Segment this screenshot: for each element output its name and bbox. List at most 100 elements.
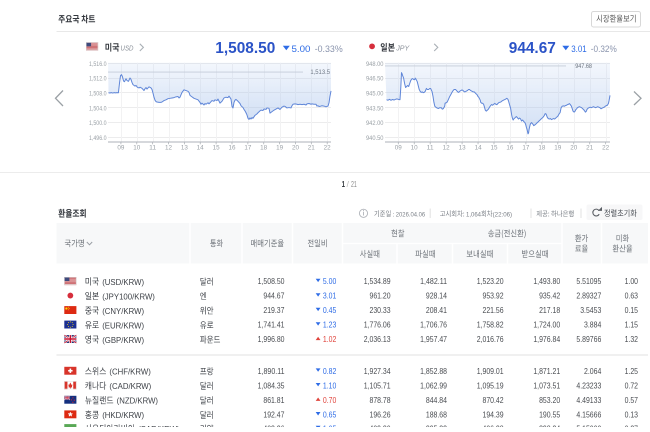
svg-text:2,016.76: 2,016.76 bbox=[477, 335, 504, 344]
svg-text:2026.04.06: 2026.04.06 bbox=[396, 211, 426, 218]
svg-text:1: 1 bbox=[342, 180, 346, 189]
svg-text:0.65: 0.65 bbox=[323, 411, 337, 420]
svg-text:4.23233: 4.23233 bbox=[576, 382, 601, 391]
svg-text:10: 10 bbox=[133, 144, 141, 151]
svg-text:940.50: 940.50 bbox=[366, 135, 384, 142]
svg-text:1,064: 1,064 bbox=[466, 211, 482, 218]
svg-text:1,508.50: 1,508.50 bbox=[258, 277, 285, 286]
svg-text:1,500.0: 1,500.0 bbox=[89, 120, 107, 127]
svg-text:0.82: 0.82 bbox=[323, 367, 336, 376]
svg-text:(CAD/KRW): (CAD/KRW) bbox=[109, 382, 151, 391]
svg-text:15: 15 bbox=[491, 144, 499, 151]
svg-text:(CHF/KRW): (CHF/KRW) bbox=[109, 368, 151, 377]
svg-text:1,741.41: 1,741.41 bbox=[258, 321, 285, 330]
svg-text:1.23: 1.23 bbox=[323, 321, 336, 330]
svg-text:USD: USD bbox=[121, 44, 134, 53]
svg-text:1,976.84: 1,976.84 bbox=[533, 335, 560, 344]
svg-text:4.15666: 4.15666 bbox=[576, 411, 601, 420]
svg-text:0.72: 0.72 bbox=[625, 382, 638, 391]
svg-text:1,496.0: 1,496.0 bbox=[89, 135, 107, 142]
svg-text:943.50: 943.50 bbox=[366, 105, 384, 112]
svg-text:196.26: 196.26 bbox=[369, 411, 390, 420]
svg-text:11: 11 bbox=[149, 144, 157, 151]
svg-text:5.00: 5.00 bbox=[292, 44, 311, 55]
svg-text:14: 14 bbox=[475, 144, 483, 151]
svg-text:953.92: 953.92 bbox=[482, 292, 503, 301]
svg-text:13: 13 bbox=[459, 144, 467, 151]
svg-text:17: 17 bbox=[244, 144, 252, 151]
svg-text:JPY: JPY bbox=[395, 44, 410, 53]
svg-text:5.89766: 5.89766 bbox=[576, 335, 601, 344]
svg-text:21: 21 bbox=[586, 144, 594, 151]
svg-text:190.55: 190.55 bbox=[539, 411, 561, 420]
svg-text:3.01: 3.01 bbox=[323, 292, 336, 301]
svg-text:13: 13 bbox=[181, 144, 189, 151]
svg-text:1,516.0: 1,516.0 bbox=[89, 61, 107, 68]
svg-text:1,512.0: 1,512.0 bbox=[89, 76, 107, 83]
svg-text:948.00: 948.00 bbox=[366, 61, 384, 68]
svg-text:1.00: 1.00 bbox=[625, 277, 639, 286]
svg-text:(22:06): (22:06) bbox=[493, 211, 512, 218]
svg-text:0.63: 0.63 bbox=[625, 292, 638, 301]
svg-text:961.20: 961.20 bbox=[369, 292, 391, 301]
svg-text:0.45: 0.45 bbox=[323, 306, 337, 315]
svg-text:17: 17 bbox=[522, 144, 530, 151]
svg-text:1.25: 1.25 bbox=[625, 367, 639, 376]
svg-text:16: 16 bbox=[229, 144, 237, 151]
svg-text:1,534.89: 1,534.89 bbox=[364, 277, 391, 286]
svg-text:(JPY100/KRW): (JPY100/KRW) bbox=[102, 292, 155, 301]
svg-text:0.70: 0.70 bbox=[323, 396, 337, 405]
svg-text:1,508.0: 1,508.0 bbox=[89, 91, 107, 98]
svg-text:1,105.71: 1,105.71 bbox=[364, 382, 391, 391]
svg-text:2.064: 2.064 bbox=[584, 367, 602, 376]
svg-text:1.10: 1.10 bbox=[323, 382, 337, 391]
svg-text:861.81: 861.81 bbox=[263, 396, 284, 405]
svg-text:3.5453: 3.5453 bbox=[580, 306, 601, 315]
svg-text:1.02: 1.02 bbox=[323, 335, 336, 344]
svg-text:194.39: 194.39 bbox=[482, 411, 503, 420]
svg-text:3.01: 3.01 bbox=[571, 44, 587, 55]
svg-text:20: 20 bbox=[570, 144, 578, 151]
svg-text:2.89327: 2.89327 bbox=[576, 292, 601, 301]
svg-text:942.00: 942.00 bbox=[366, 120, 384, 127]
svg-text:219.37: 219.37 bbox=[263, 306, 284, 315]
svg-text:19: 19 bbox=[276, 144, 284, 151]
svg-text:1,084.35: 1,084.35 bbox=[258, 382, 285, 391]
svg-text:1.32: 1.32 bbox=[625, 335, 638, 344]
svg-text:(HKD/KRW): (HKD/KRW) bbox=[102, 411, 144, 420]
svg-text:19: 19 bbox=[554, 144, 562, 151]
svg-text:-0.33%: -0.33% bbox=[315, 44, 343, 54]
svg-text:230.33: 230.33 bbox=[369, 306, 390, 315]
svg-text:1,890.11: 1,890.11 bbox=[258, 367, 285, 376]
svg-text:4.49133: 4.49133 bbox=[576, 396, 601, 405]
svg-text:217.18: 217.18 bbox=[539, 306, 560, 315]
svg-text:16: 16 bbox=[506, 144, 514, 151]
svg-text:0.13: 0.13 bbox=[625, 411, 638, 420]
svg-text:1,523.20: 1,523.20 bbox=[477, 277, 504, 286]
svg-text:878.78: 878.78 bbox=[369, 396, 390, 405]
svg-text:944.67: 944.67 bbox=[509, 40, 556, 57]
svg-text:1,095.19: 1,095.19 bbox=[477, 382, 504, 391]
svg-text:15: 15 bbox=[213, 144, 221, 151]
svg-text:12: 12 bbox=[165, 144, 173, 151]
svg-text:5.00: 5.00 bbox=[323, 277, 337, 286]
svg-text:1,927.34: 1,927.34 bbox=[364, 367, 391, 376]
svg-text:935.42: 935.42 bbox=[539, 292, 560, 301]
svg-text:1,504.0: 1,504.0 bbox=[89, 105, 107, 112]
svg-text:1,758.82: 1,758.82 bbox=[477, 321, 504, 330]
svg-text:(CNY/KRW): (CNY/KRW) bbox=[102, 307, 144, 316]
svg-text:1,852.88: 1,852.88 bbox=[420, 367, 447, 376]
svg-text:18: 18 bbox=[538, 144, 546, 151]
svg-text:945.00: 945.00 bbox=[366, 91, 384, 98]
svg-text:0.57: 0.57 bbox=[625, 396, 638, 405]
svg-text:928.14: 928.14 bbox=[426, 292, 448, 301]
svg-text:1,508.50: 1,508.50 bbox=[215, 40, 275, 57]
svg-text:11: 11 bbox=[427, 144, 435, 151]
svg-text:1,493.80: 1,493.80 bbox=[533, 277, 560, 286]
svg-text:22: 22 bbox=[324, 144, 332, 151]
svg-text:1,724.00: 1,724.00 bbox=[533, 321, 560, 330]
svg-text:5.51095: 5.51095 bbox=[576, 277, 602, 286]
svg-text:22: 22 bbox=[602, 144, 610, 151]
svg-text:20: 20 bbox=[292, 144, 300, 151]
svg-text:10: 10 bbox=[411, 144, 419, 151]
